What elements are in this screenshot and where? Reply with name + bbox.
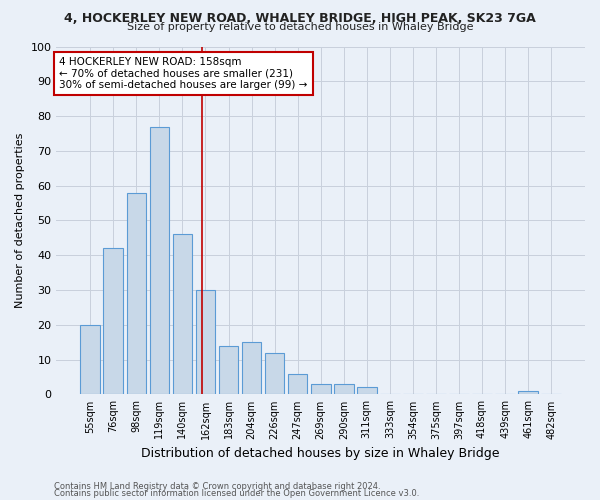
Bar <box>518 391 538 394</box>
Text: Contains HM Land Registry data © Crown copyright and database right 2024.: Contains HM Land Registry data © Crown c… <box>54 482 380 491</box>
Bar <box>242 342 262 394</box>
Bar <box>149 126 169 394</box>
Bar <box>357 388 377 394</box>
Bar <box>288 374 307 394</box>
Bar <box>196 290 215 395</box>
Bar <box>173 234 192 394</box>
Text: Size of property relative to detached houses in Whaley Bridge: Size of property relative to detached ho… <box>127 22 473 32</box>
Bar <box>265 352 284 395</box>
Bar <box>334 384 353 394</box>
Bar <box>219 346 238 395</box>
Bar <box>80 325 100 394</box>
Text: 4 HOCKERLEY NEW ROAD: 158sqm
← 70% of detached houses are smaller (231)
30% of s: 4 HOCKERLEY NEW ROAD: 158sqm ← 70% of de… <box>59 57 307 90</box>
Text: Contains public sector information licensed under the Open Government Licence v3: Contains public sector information licen… <box>54 489 419 498</box>
Y-axis label: Number of detached properties: Number of detached properties <box>15 133 25 308</box>
Text: 4, HOCKERLEY NEW ROAD, WHALEY BRIDGE, HIGH PEAK, SK23 7GA: 4, HOCKERLEY NEW ROAD, WHALEY BRIDGE, HI… <box>64 12 536 26</box>
Bar <box>127 192 146 394</box>
Bar <box>103 248 123 394</box>
Bar <box>311 384 331 394</box>
X-axis label: Distribution of detached houses by size in Whaley Bridge: Distribution of detached houses by size … <box>142 447 500 460</box>
